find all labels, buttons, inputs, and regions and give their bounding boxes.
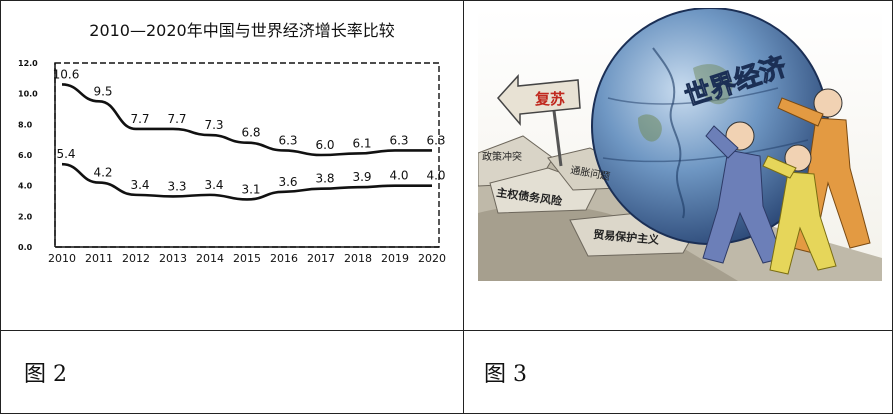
- x-tick-label: 2010: [48, 252, 76, 265]
- data-label: 5.4: [56, 147, 75, 161]
- globe-parallel-2: [602, 139, 809, 163]
- growth-rate-chart: 2010—2020年中国与世界经济增长率比较 12.0 10.0 8.0 6.0 4.0…: [18, 21, 446, 265]
- table-border-left: [0, 0, 1, 414]
- data-label: 7.7: [167, 112, 186, 126]
- y-tick-label: 8.0: [18, 120, 33, 129]
- data-label: 4.2: [93, 166, 112, 180]
- data-label: 6.0: [315, 138, 334, 152]
- data-label: 6.8: [241, 126, 260, 140]
- person-yellow: [762, 144, 837, 275]
- data-label: 6.3: [389, 133, 408, 147]
- x-tick-labels: 2010 2011 2012 2013 2014 2015 2016 2017 2018 2019…: [48, 252, 446, 265]
- rock-label-policy-conflict: 政策冲突: [482, 150, 522, 163]
- data-labels: 10.6 9.5 7.7 7.7 7.3 6.8 6.3 6.0 6.1 6.3 6.3 5.4 4.2…: [53, 67, 446, 196]
- cartoon-illustration: 复苏 世界经济 政策冲突 主权债务风险 通胀问题 贸易保护主义: [478, 8, 882, 281]
- y-tick-label: 6.0: [18, 151, 33, 160]
- sign-post: [551, 102, 563, 167]
- globe-meridian: [652, 47, 686, 219]
- data-label: 9.5: [93, 84, 112, 98]
- data-label: 3.4: [204, 178, 223, 192]
- chart-title: 2010—2020年中国与世界经济增长率比较: [89, 21, 394, 40]
- y-tick-label: 0.0: [18, 243, 33, 252]
- data-label: 3.1: [241, 182, 260, 196]
- y-tick-labels: 12.0 10.0 8.0 6.0 4.0 2.0 0.0: [18, 59, 38, 252]
- sign-arrow: [497, 74, 581, 127]
- x-tick-label: 2017: [307, 252, 335, 265]
- world-economy-cartoon: 复苏 世界经济 政策冲突 主权债务风险 通胀问题 贸易保护主义: [478, 8, 882, 281]
- x-tick-label: 2012: [122, 252, 150, 265]
- x-tick-label: 2020: [418, 252, 446, 265]
- series-lines: [61, 83, 432, 201]
- data-label: 6.3: [426, 133, 445, 147]
- person-blue: [702, 121, 784, 264]
- series-line-2: [61, 162, 432, 201]
- sign-text: 复苏: [534, 90, 565, 108]
- figure-3-caption: 图 3: [484, 362, 527, 387]
- series-line-1: [61, 83, 432, 157]
- rock-label-trade-protectionism: 贸易保护主义: [593, 227, 661, 247]
- figure-2-caption: 图 2: [24, 362, 67, 387]
- data-label: 3.4: [130, 178, 149, 192]
- data-label: 6.1: [352, 136, 371, 150]
- y-tick-label: 12.0: [18, 59, 38, 68]
- table-border-middle: [0, 330, 893, 331]
- data-label: 4.0: [389, 169, 408, 183]
- x-tick-label: 2019: [381, 252, 409, 265]
- data-label: 4.0: [426, 169, 445, 183]
- data-label: 7.7: [130, 112, 149, 126]
- x-tick-label: 2011: [85, 252, 113, 265]
- data-label: 3.3: [167, 179, 186, 193]
- x-tick-label: 2015: [233, 252, 261, 265]
- x-tick-label: 2016: [270, 252, 298, 265]
- data-label: 3.8: [315, 172, 334, 186]
- data-label: 3.9: [352, 170, 371, 184]
- table-border-top: [0, 0, 893, 1]
- y-tick-label: 10.0: [18, 90, 38, 99]
- x-tick-label: 2018: [344, 252, 372, 265]
- globe-land-2: [693, 64, 733, 105]
- data-label: 7.3: [204, 118, 223, 132]
- x-tick-label: 2014: [196, 252, 224, 265]
- globe-land-1: [638, 114, 662, 142]
- data-label: 10.6: [53, 67, 80, 81]
- y-tick-label: 2.0: [18, 212, 33, 221]
- table-border-center: [463, 0, 464, 414]
- data-label: 6.3: [278, 133, 297, 147]
- plot-frame: [54, 62, 440, 248]
- data-label: 3.6: [278, 175, 297, 189]
- globe-parallel-1: [607, 87, 779, 105]
- x-tick-label: 2013: [159, 252, 187, 265]
- y-tick-label: 4.0: [18, 182, 33, 191]
